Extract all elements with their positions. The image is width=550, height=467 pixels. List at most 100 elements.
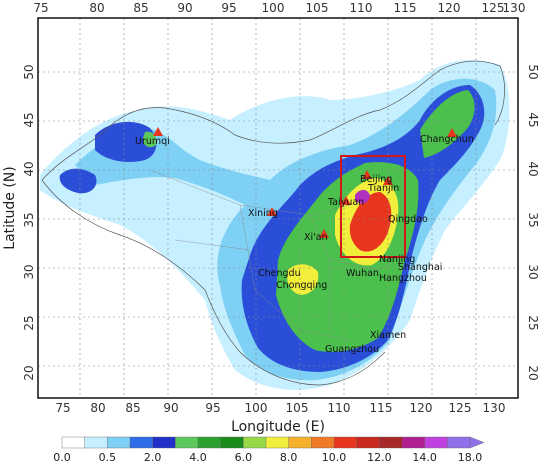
study-region-box	[340, 155, 406, 258]
colorbar-swatch	[424, 436, 448, 449]
colorbar-swatch	[447, 436, 471, 449]
lat-tick-right: 20	[526, 365, 540, 380]
lon-tick-bottom: 80	[90, 401, 105, 415]
lon-tick-top: 130	[503, 1, 526, 15]
marker-xian-triangle	[319, 229, 329, 238]
colorbar-swatch	[61, 436, 86, 449]
lat-tick-left: 25	[22, 315, 36, 330]
site-markers	[153, 127, 457, 238]
marker-taiyuan-triangle	[341, 196, 351, 205]
lat-ticks-left: 20 25 30 35 40 45 50	[22, 64, 36, 380]
y-axis-label: Latitude (N)	[2, 166, 18, 249]
lat-tick-left: 35	[22, 212, 36, 227]
lat-tick-left: 20	[22, 365, 36, 380]
lon-tick-bottom: 85	[125, 401, 140, 415]
colorbar-swatch	[311, 436, 335, 449]
lon-tick-bottom: 125	[449, 401, 472, 415]
lon-tick-top: 100	[262, 1, 285, 15]
city-label-urumqi: Urumqi	[135, 136, 170, 147]
colorbar-swatch	[243, 436, 267, 449]
lat-tick-left: 40	[22, 161, 36, 176]
lat-tick-left: 50	[22, 64, 36, 79]
colorbar-label: 8.0	[280, 451, 298, 464]
marker-tianjin-triangle	[383, 176, 393, 185]
marker-changchun-triangle	[447, 128, 457, 137]
lon-tick-top: 95	[221, 1, 236, 15]
lon-tick-bottom: 130	[483, 401, 506, 415]
colorbar-swatch	[379, 436, 403, 449]
city-label-qingdao: Qingdao	[388, 214, 428, 225]
colorbar-label: 2.0	[144, 451, 162, 464]
colorbar-swatch	[197, 436, 222, 449]
lon-tick-bottom: 115	[370, 401, 393, 415]
lat-tick-left: 30	[22, 264, 36, 279]
marker-beijing-triangle	[362, 170, 372, 179]
lon-tick-bottom: 100	[245, 401, 268, 415]
lat-tick-right: 35	[526, 212, 540, 227]
lon-tick-top: 105	[306, 1, 329, 15]
lon-tick-top: 110	[350, 1, 373, 15]
lon-tick-bottom: 110	[328, 401, 351, 415]
colorbar-swatch	[84, 436, 108, 449]
city-label-xining: Xining	[248, 208, 278, 219]
colorbar-swatch	[220, 436, 244, 449]
colorbar-swatch	[129, 436, 154, 449]
colorbar-label: 10.0	[322, 451, 347, 464]
city-label-xian: Xi'an	[304, 232, 328, 243]
city-label-guangzhou: Guangzhou	[325, 344, 379, 355]
city-label-chengdu: Chengdu	[258, 268, 301, 279]
city-label-hangzhou: Hangzhou	[379, 273, 427, 284]
lon-tick-bottom: 90	[163, 401, 178, 415]
lon-tick-bottom: 75	[55, 401, 70, 415]
colorbar-label: 12.0	[367, 451, 392, 464]
concentration-layer-red	[349, 192, 392, 252]
colorbar-label: 4.0	[189, 451, 207, 464]
marker-urumqi-triangle	[153, 127, 163, 136]
map-panel	[37, 17, 519, 399]
colorbar-label: 18.0	[458, 451, 483, 464]
lon-ticks-bottom: 75 80 85 90 95 100 105 110 115 120 125 1…	[55, 401, 505, 415]
lat-tick-right: 50	[526, 64, 540, 79]
colorbar-label: 14.0	[412, 451, 437, 464]
lon-tick-top: 85	[133, 1, 148, 15]
lat-tick-left: 45	[22, 112, 36, 127]
city-label-xiamen: Xiamen	[370, 330, 406, 341]
lon-tick-top: 80	[89, 1, 104, 15]
lon-tick-top: 120	[438, 1, 461, 15]
colorbar-label: 0.0	[53, 451, 71, 464]
colorbar-swatch	[175, 436, 199, 449]
marker-xining-triangle	[267, 207, 277, 216]
colorbar-label: 6.0	[235, 451, 253, 464]
city-labels: Urumqi Changchun Beijing Tianjin Taiyuan…	[135, 134, 474, 355]
lon-tick-top: 75	[33, 1, 48, 15]
urumqi-pollution-core	[142, 131, 157, 148]
northeast-green-band	[420, 90, 475, 158]
lon-ticks-top: 75 80 85 90 95 100 105 110 115 120 125 1…	[33, 1, 525, 15]
lon-tick-bottom: 120	[410, 401, 433, 415]
x-axis-label: Longitude (E)	[231, 419, 325, 435]
colorbar-swatch	[356, 436, 380, 449]
lon-tick-top: 115	[394, 1, 417, 15]
city-label-taiyuan: Taiyuan	[327, 197, 364, 208]
colorbar-label: 0.5	[99, 451, 117, 464]
city-label-changchun: Changchun	[420, 134, 474, 145]
colorbar-swatch	[288, 436, 312, 449]
graticule	[38, 18, 518, 398]
urumqi-pollution-patch	[95, 121, 157, 162]
lon-tick-bottom: 105	[286, 401, 309, 415]
colorbar: 0.0 0.5 2.0 4.0 6.0 8.0 10.0 12.0 14.0 18.0	[53, 436, 485, 464]
city-label-beijing: Beijing	[360, 174, 392, 185]
city-label-chongqing: Chongqing	[276, 280, 327, 291]
province-boundaries	[149, 169, 411, 341]
city-label-wuhan: Wuhan	[346, 268, 379, 279]
sichuan-yellow	[287, 264, 319, 295]
lat-ticks-right: 20 25 30 35 40 45 50	[526, 64, 540, 380]
lat-tick-right: 25	[526, 315, 540, 330]
western-patch	[59, 168, 97, 194]
colorbar-swatch	[152, 436, 176, 449]
map-frame	[37, 17, 519, 399]
concentration-layer-purple	[355, 189, 370, 204]
city-label-shanghai: Shanghai	[398, 262, 442, 273]
colorbar-extend-arrow	[469, 436, 485, 449]
